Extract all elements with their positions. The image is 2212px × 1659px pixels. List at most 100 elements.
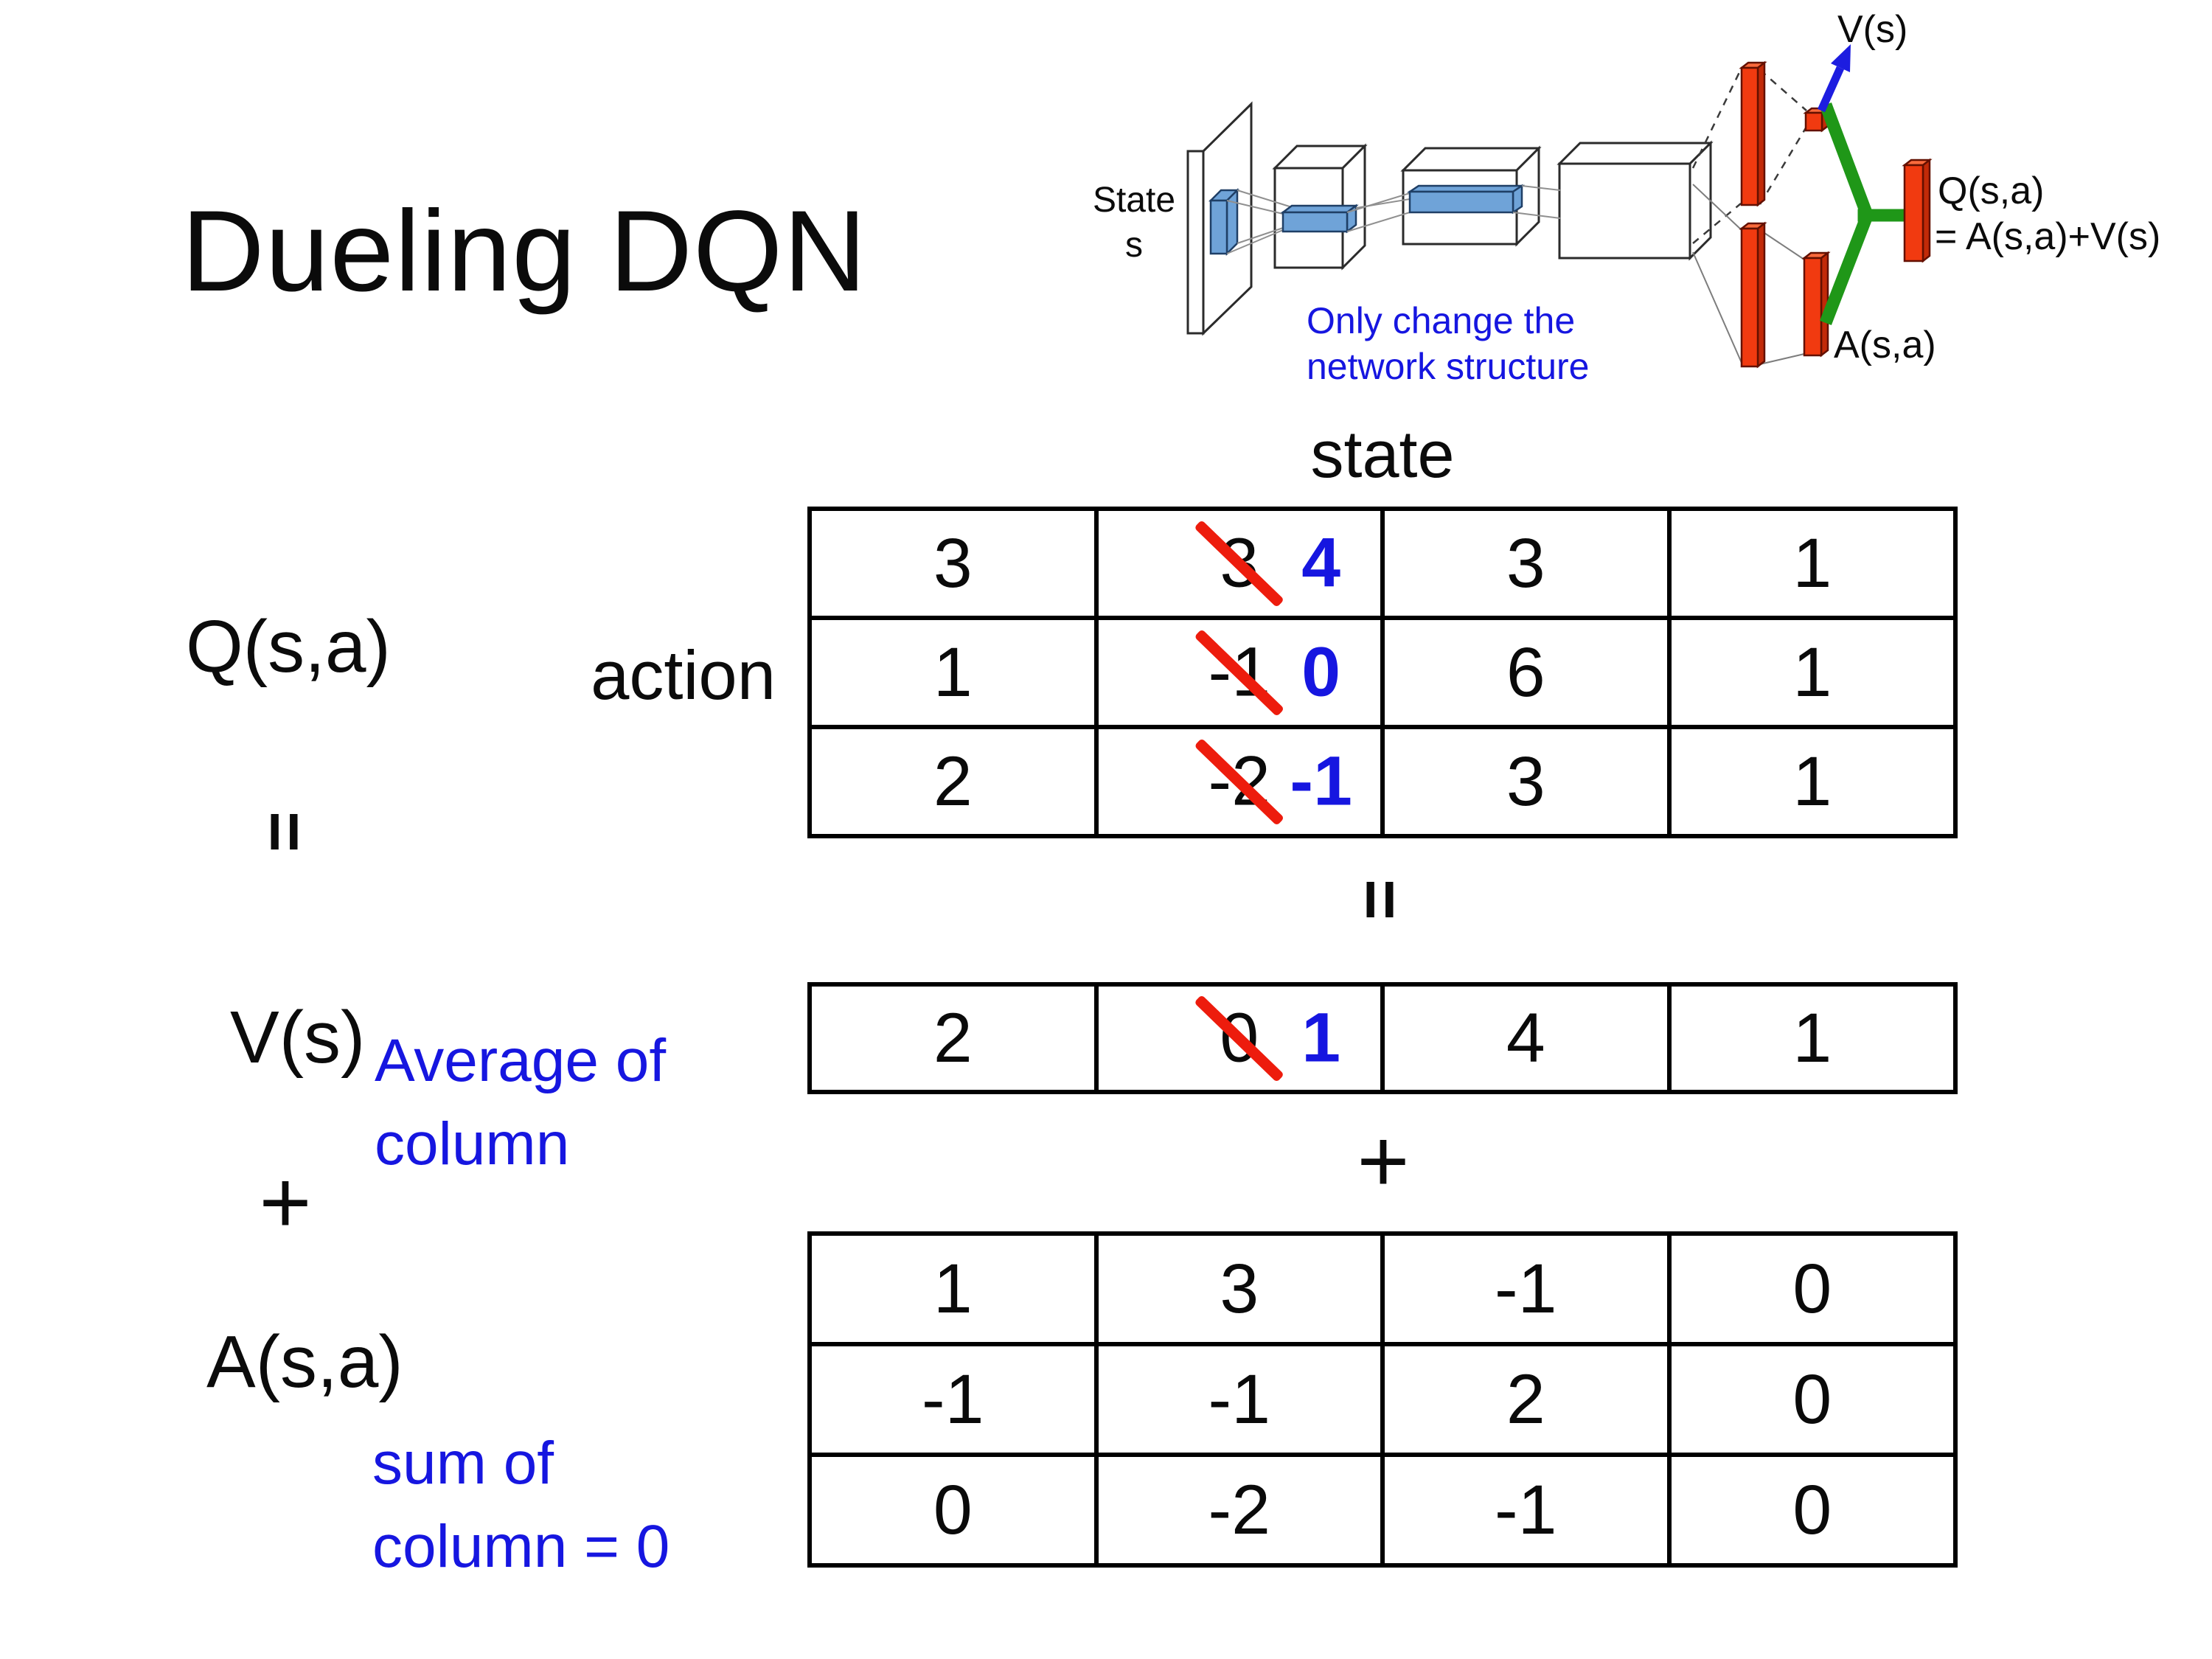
value-arrow xyxy=(1817,44,1851,113)
q-matrix-label: Q(s,a) xyxy=(186,605,391,688)
network-architecture-diagram: State s Only change the network structur… xyxy=(1093,8,2160,387)
crossed-value: 0 xyxy=(1194,994,1285,1082)
a-table-cell: 0 xyxy=(810,1455,1096,1565)
conv-feature-1 xyxy=(1208,187,1240,257)
a-table-cell: -1 xyxy=(1096,1344,1382,1455)
a-table-cell: 0 xyxy=(1669,1344,1955,1455)
new-value: 1 xyxy=(1301,998,1341,1077)
crossed-value: -2 xyxy=(1194,737,1285,826)
new-value: 4 xyxy=(1301,524,1341,602)
plus-center-operator: + xyxy=(1332,1109,1435,1212)
fc-bar-top xyxy=(1739,60,1767,207)
q-table-cell: 1 xyxy=(1669,509,1955,618)
cell-value: 0 xyxy=(933,1470,973,1549)
cell-value: 4 xyxy=(1506,998,1545,1077)
merge-link xyxy=(1820,102,1912,325)
diagram-note-line1: Only change the xyxy=(1307,300,1575,341)
diagram-a-output-label: A(s,a) xyxy=(1834,324,1936,366)
a-table-cell: 0 xyxy=(1669,1455,1955,1565)
cell-value: -2 xyxy=(1208,1470,1270,1549)
rotated-equals-sign: = xyxy=(1341,878,1420,921)
q-table-cell: 2 xyxy=(810,727,1096,836)
plus-left-operator: + xyxy=(234,1150,337,1253)
average-note-line1: Average of xyxy=(375,1027,667,1094)
action-axis-label: action xyxy=(591,636,776,714)
plus-sign: + xyxy=(1357,1110,1410,1211)
q-output-bar xyxy=(1902,158,1933,263)
conv-feature-3 xyxy=(1406,184,1526,215)
slide-title: Dueling DQN xyxy=(181,187,868,316)
cell-value: -1 xyxy=(1495,1249,1557,1328)
feature-fan-lines-3 xyxy=(1512,185,1561,219)
equals-center-operator: = xyxy=(1329,848,1432,951)
value-stream-dashed-links xyxy=(1691,69,1808,244)
conv-feature-2 xyxy=(1280,204,1359,234)
sum-note-line1: sum of xyxy=(372,1430,554,1497)
cell-value: 6 xyxy=(1506,633,1545,712)
q-table-cell: 1 xyxy=(810,618,1096,727)
q-table-cell: 1 xyxy=(1669,727,1955,836)
q-table-cell: 3 xyxy=(810,509,1096,618)
a-table-cell: 1 xyxy=(810,1234,1096,1344)
sum-note-line2: column = 0 xyxy=(372,1513,670,1581)
a-table-cell: -1 xyxy=(1382,1455,1669,1565)
equals-left-operator: = xyxy=(233,780,336,883)
average-of-column-note: Average of column xyxy=(375,1019,666,1186)
a-table-cell: -1 xyxy=(1382,1234,1669,1344)
cell-value: 3 xyxy=(1220,1249,1259,1328)
cell-value: 2 xyxy=(1506,1360,1545,1439)
diagram-q-output-label-line1: Q(s,a) xyxy=(1938,170,2044,212)
a-table-cell: -2 xyxy=(1096,1455,1382,1565)
q-table: 3 3 4 3 1 1 -1 0 6 1 2 -2 -1 3 1 xyxy=(807,507,1958,838)
advantage-stream-links xyxy=(1692,184,1805,365)
crossed-value: 3 xyxy=(1194,519,1285,608)
cell-value: 0 xyxy=(1792,1249,1832,1328)
conv-box-3 xyxy=(1557,140,1714,261)
q-table-cell-crossed: -2 -1 xyxy=(1096,727,1382,836)
q-table-cell: 1 xyxy=(1669,618,1955,727)
cell-value: 0 xyxy=(1792,1470,1832,1549)
diagram-input-label-line1: State xyxy=(1093,181,1175,220)
state-axis-label: state xyxy=(1310,418,1455,492)
q-table-cell: 3 xyxy=(1382,509,1669,618)
diagram-v-output-label: V(s) xyxy=(1837,8,1907,51)
input-plane xyxy=(1186,101,1253,336)
a-table-cell: 3 xyxy=(1096,1234,1382,1344)
new-value: -1 xyxy=(1290,742,1352,821)
q-table-cell-crossed: 3 4 xyxy=(1096,509,1382,618)
rotated-equals-sign: = xyxy=(246,810,324,853)
cell-value: 3 xyxy=(1506,742,1545,821)
diagram-note-line2: network structure xyxy=(1307,346,1589,387)
diagram-q-output-label-line2: = A(s,a)+V(s) xyxy=(1935,215,2160,258)
cell-value: 1 xyxy=(1792,633,1832,712)
sum-of-column-note: sum of column = 0 xyxy=(372,1422,669,1588)
a-table-cell: 2 xyxy=(1382,1344,1669,1455)
q-table-cell-crossed: -1 0 xyxy=(1096,618,1382,727)
q-table-cell: 3 xyxy=(1382,727,1669,836)
a-table-cell: 0 xyxy=(1669,1234,1955,1344)
new-value: 0 xyxy=(1301,633,1341,712)
cell-value: -1 xyxy=(1495,1470,1557,1549)
cell-value: 1 xyxy=(1792,998,1832,1077)
v-table-cell: 1 xyxy=(1669,984,1955,1092)
cell-value: 3 xyxy=(933,524,973,602)
v-matrix-label: V(s) xyxy=(230,996,366,1079)
cell-value: 1 xyxy=(933,1249,973,1328)
diagram-input-label-line2: s xyxy=(1125,226,1143,265)
a-table: 1 3 -1 0 -1 -1 2 0 0 -2 -1 0 xyxy=(807,1231,1958,1568)
cell-value: -1 xyxy=(922,1360,984,1439)
v-table-cell-crossed: 0 1 xyxy=(1096,984,1382,1092)
cell-value: 2 xyxy=(933,742,973,821)
q-table-cell: 6 xyxy=(1382,618,1669,727)
cell-value: 1 xyxy=(1792,742,1832,821)
v-table-cell: 2 xyxy=(810,984,1096,1092)
feature-fan-lines-2 xyxy=(1346,192,1411,232)
a-matrix-label: A(s,a) xyxy=(206,1321,403,1403)
cell-value: -1 xyxy=(1208,1360,1270,1439)
average-note-line2: column xyxy=(375,1110,570,1178)
crossed-value: -1 xyxy=(1194,628,1285,717)
plus-sign: + xyxy=(259,1152,312,1252)
cell-value: 1 xyxy=(1792,524,1832,602)
fc-bar-bottom xyxy=(1739,221,1767,369)
advantage-bar xyxy=(1801,251,1831,358)
